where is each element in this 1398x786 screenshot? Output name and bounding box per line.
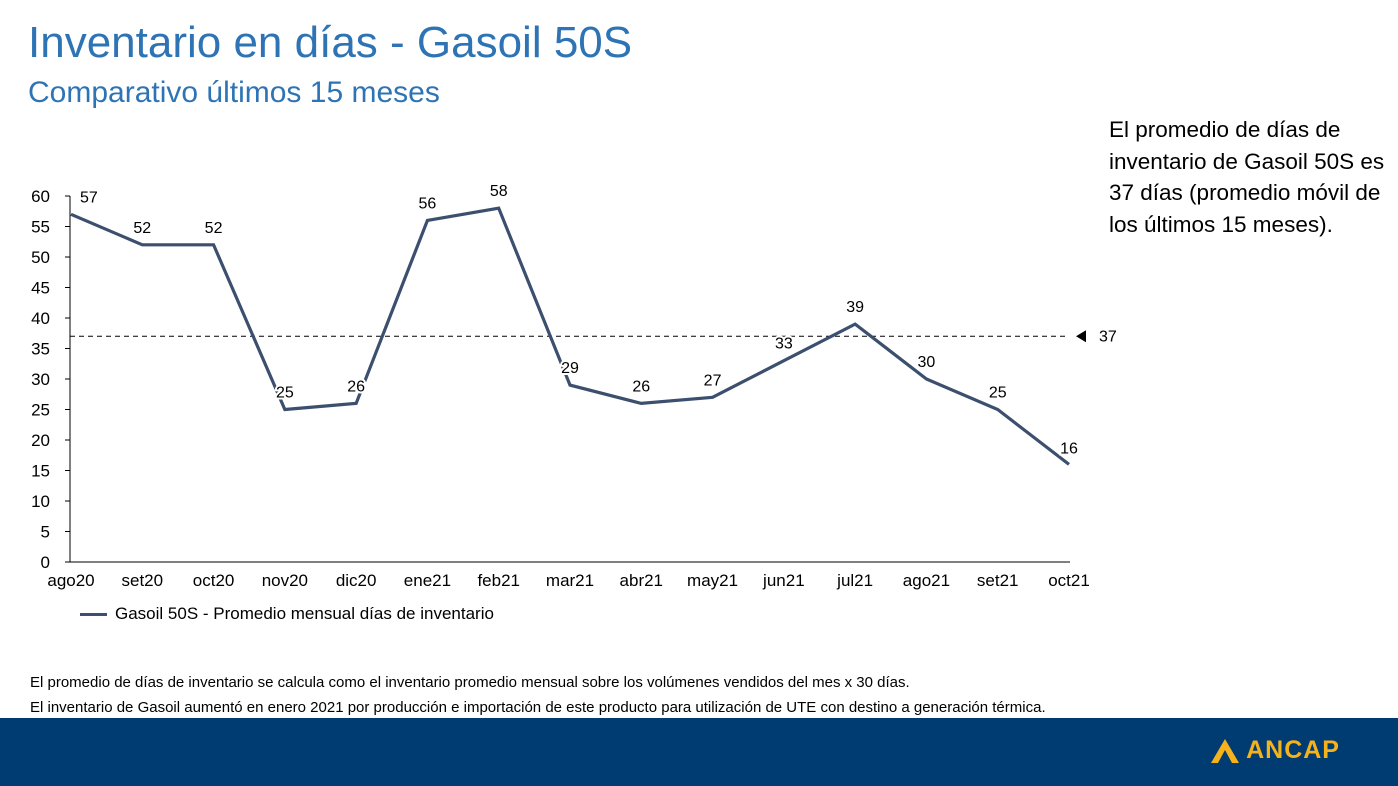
legend-label: Gasoil 50S - Promedio mensual días de in…	[115, 604, 494, 623]
data-label: 57	[80, 189, 98, 206]
x-tick-label: abr21	[620, 571, 663, 590]
y-tick-label: 45	[31, 279, 50, 298]
data-label: 30	[918, 354, 936, 371]
footnote-1: El promedio de días de inventario se cal…	[30, 674, 910, 691]
x-tick-label: oct21	[1048, 571, 1090, 590]
page-title: Inventario en días - Gasoil 50S	[28, 18, 633, 67]
y-tick-label: 50	[31, 248, 50, 267]
legend-swatch	[80, 612, 107, 616]
x-tick-label: ago21	[903, 571, 950, 590]
x-tick-label: set20	[121, 571, 163, 590]
footer-bar: ANCAP	[0, 718, 1398, 786]
average-value-label: 37	[1099, 328, 1117, 345]
y-tick-label: 35	[31, 340, 50, 359]
data-label: 39	[846, 299, 864, 316]
average-marker	[1076, 330, 1086, 343]
page-subtitle: Comparativo últimos 15 meses	[28, 76, 440, 109]
x-tick-label: ene21	[404, 571, 451, 590]
series-line	[70, 206, 1070, 466]
y-tick-label: 55	[31, 218, 50, 237]
x-tick-label: jun21	[762, 571, 805, 590]
y-tick-label: 25	[31, 401, 50, 420]
y-tick-label: 0	[41, 553, 50, 572]
data-label: 25	[989, 385, 1007, 402]
x-tick-label: ago20	[47, 571, 94, 590]
x-tick-label: dic20	[336, 571, 377, 590]
x-tick-label: mar21	[546, 571, 594, 590]
data-label: 27	[704, 372, 722, 389]
data-label: 26	[347, 378, 365, 395]
x-tick-label: feb21	[477, 571, 520, 590]
data-label: 56	[419, 195, 437, 212]
data-label: 33	[775, 336, 793, 353]
data-label: 16	[1060, 440, 1078, 457]
x-tick-label: jul21	[836, 571, 873, 590]
logo-chevron-icon	[1211, 738, 1240, 763]
data-label: 29	[561, 360, 579, 377]
data-label: 26	[632, 378, 650, 395]
x-tick-label: nov20	[262, 571, 308, 590]
y-tick-label: 40	[31, 309, 50, 328]
y-tick-label: 20	[31, 431, 50, 450]
y-tick-label: 5	[41, 523, 50, 542]
inventory-line-chart: 0 5 10 15 20 25 30 35 40 45 50 55 60 ago20 set20 oct20 n…	[31, 181, 1117, 590]
y-tick-label: 15	[31, 462, 50, 481]
x-tick-label: oct20	[193, 571, 235, 590]
side-note: El promedio de días de inventario de Gas…	[1109, 117, 1385, 237]
y-tick-label: 60	[31, 187, 50, 206]
footnotes: El promedio de días de inventario se cal…	[30, 670, 1046, 720]
chart-legend: Gasoil 50S - Promedio mensual días de in…	[80, 604, 494, 624]
data-label: 58	[490, 183, 508, 200]
logo-text: ANCAP	[1246, 736, 1340, 764]
data-label: 52	[133, 220, 151, 237]
footnote-2: El inventario de Gasoil aumentó en enero…	[30, 699, 1046, 716]
x-tick-label: may21	[687, 571, 738, 590]
data-label: 52	[205, 220, 223, 237]
y-tick-label: 30	[31, 370, 50, 389]
x-tick-label: set21	[977, 571, 1019, 590]
y-tick-label: 10	[31, 492, 50, 511]
ancap-logo: ANCAP	[1210, 736, 1340, 765]
data-label: 25	[276, 385, 294, 402]
